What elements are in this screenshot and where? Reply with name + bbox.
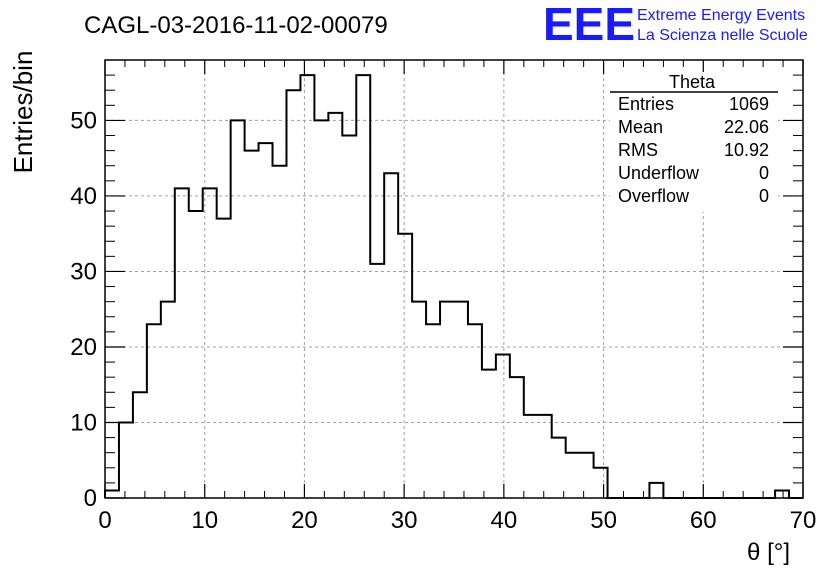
grid-lines: [105, 60, 803, 498]
y-tick-label: 40: [70, 183, 97, 210]
logo-line1: Extreme Energy Events: [637, 7, 805, 24]
x-tick-labels: 0 10 20 30 40 50 60 70: [98, 507, 816, 534]
x-tick-label: 70: [790, 507, 817, 534]
stats-label-underflow: Underflow: [618, 163, 700, 183]
logo-line2: La Scienza nelle Scuole: [637, 27, 808, 44]
y-tick-labels: 0 10 20 30 40 50: [70, 107, 97, 512]
stats-value-entries: 1069: [729, 94, 769, 114]
x-tick-label: 50: [590, 507, 617, 534]
x-tick-label: 30: [391, 507, 418, 534]
y-tick-label: 20: [70, 334, 97, 361]
stats-value-mean: 22.06: [724, 117, 769, 137]
histogram-outline: [104, 74, 803, 499]
stats-label-entries: Entries: [618, 94, 674, 114]
stats-value-overflow: 0: [759, 186, 769, 206]
x-tick-label: 40: [491, 507, 518, 534]
chart-title: CAGL-03-2016-11-02-00079: [84, 12, 388, 39]
stats-value-underflow: 0: [759, 163, 769, 183]
stats-title: Theta: [669, 72, 716, 92]
x-tick-label: 0: [98, 507, 111, 534]
eee-logo: EEE Extreme Energy Events La Scienza nel…: [543, 0, 808, 50]
plot-frame: [104, 59, 804, 499]
x-tick-label: 60: [690, 507, 717, 534]
y-tick-label: 30: [70, 258, 97, 285]
stats-box: Theta Entries 1069 Mean 22.06 RMS 10.92 …: [610, 72, 778, 212]
y-axis-label: Entries/bin: [8, 51, 38, 174]
y-tick-label: 10: [70, 409, 97, 436]
x-tick-label: 10: [191, 507, 218, 534]
y-tick-label: 50: [70, 107, 97, 134]
stats-label-mean: Mean: [618, 117, 663, 137]
stats-label-overflow: Overflow: [618, 186, 690, 206]
y-tick-label: 0: [84, 485, 97, 512]
logo-mark: EEE: [543, 0, 635, 50]
stats-value-rms: 10.92: [724, 140, 769, 160]
stats-label-rms: RMS: [618, 140, 658, 160]
x-tick-label: 20: [291, 507, 318, 534]
x-axis-label: θ [°]: [747, 539, 790, 566]
